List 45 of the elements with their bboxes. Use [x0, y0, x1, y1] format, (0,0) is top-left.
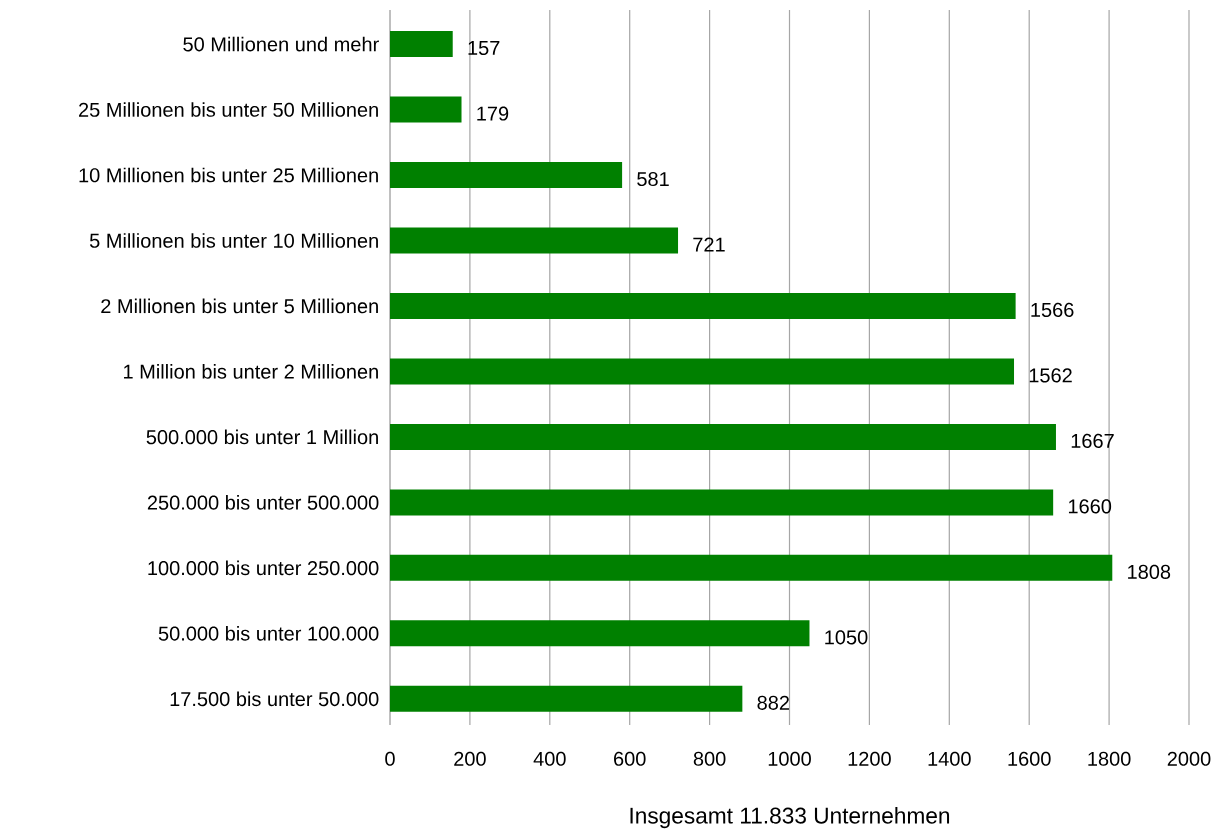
- x-tick-label: 200: [454, 751, 486, 766]
- x-tick-label: 400: [533, 751, 566, 766]
- x-tick-label: 800: [693, 751, 726, 766]
- bar: [390, 620, 810, 647]
- x-tick-label: 1800: [1088, 751, 1131, 766]
- data-label: 882: [757, 695, 789, 710]
- data-label: 721: [693, 237, 725, 252]
- bar: [390, 292, 1016, 319]
- x-tick-label: 2000: [1167, 751, 1211, 766]
- y-tick-label: 50.000 bis unter 100.000: [158, 625, 379, 641]
- data-label: 1566: [1031, 302, 1074, 318]
- x-tick-label: 600: [614, 751, 646, 766]
- x-tick-label: 1600: [1008, 751, 1051, 766]
- bar: [390, 227, 679, 254]
- y-tick-label: 100.000 bis unter 250.000: [148, 560, 379, 576]
- y-tick-label: 25 Millionen bis unter 50 Millionen: [79, 102, 378, 117]
- bar: [390, 489, 1054, 516]
- y-tick-label: 10 Millionen bis unter 25 Millionen: [79, 167, 378, 183]
- bar: [390, 423, 1056, 450]
- y-tick-label: 2 Millionen bis unter 5 Millionen: [101, 298, 378, 314]
- bar: [390, 31, 453, 58]
- data-label: 1050: [825, 630, 868, 645]
- x-axis-title: Insgesamt 11.833 Unternehmen: [630, 807, 950, 829]
- data-label: 581: [637, 171, 669, 187]
- data-label: 157: [468, 41, 500, 56]
- data-label: 1562: [1029, 368, 1072, 383]
- x-tick-label: 1000: [768, 751, 811, 766]
- data-label: 179: [477, 106, 509, 121]
- y-tick-label: 5 Millionen bis unter 10 Millionen: [89, 233, 378, 248]
- x-tick-label: 0: [385, 751, 395, 766]
- y-tick-label: 500.000 bis unter 1 Million: [146, 429, 378, 445]
- y-tick-label: 250.000 bis unter 500.000: [147, 495, 379, 510]
- x-tick-label: 1200: [848, 751, 891, 766]
- data-label: 1660: [1068, 499, 1112, 514]
- bar: [390, 358, 1015, 385]
- data-label: 1667: [1071, 433, 1114, 448]
- bar: [390, 96, 462, 123]
- y-tick-label: 1 Million bis unter 2 Millionen: [124, 364, 378, 379]
- bar: [390, 162, 623, 188]
- y-tick-label: 50 Millionen und mehr: [183, 36, 379, 52]
- bar: [390, 554, 1113, 581]
- y-tick-label: 17.500 bis unter 50.000: [170, 691, 379, 707]
- x-tick-label: 1400: [928, 751, 971, 766]
- data-label: 1808: [1128, 564, 1171, 579]
- bar: [390, 685, 743, 712]
